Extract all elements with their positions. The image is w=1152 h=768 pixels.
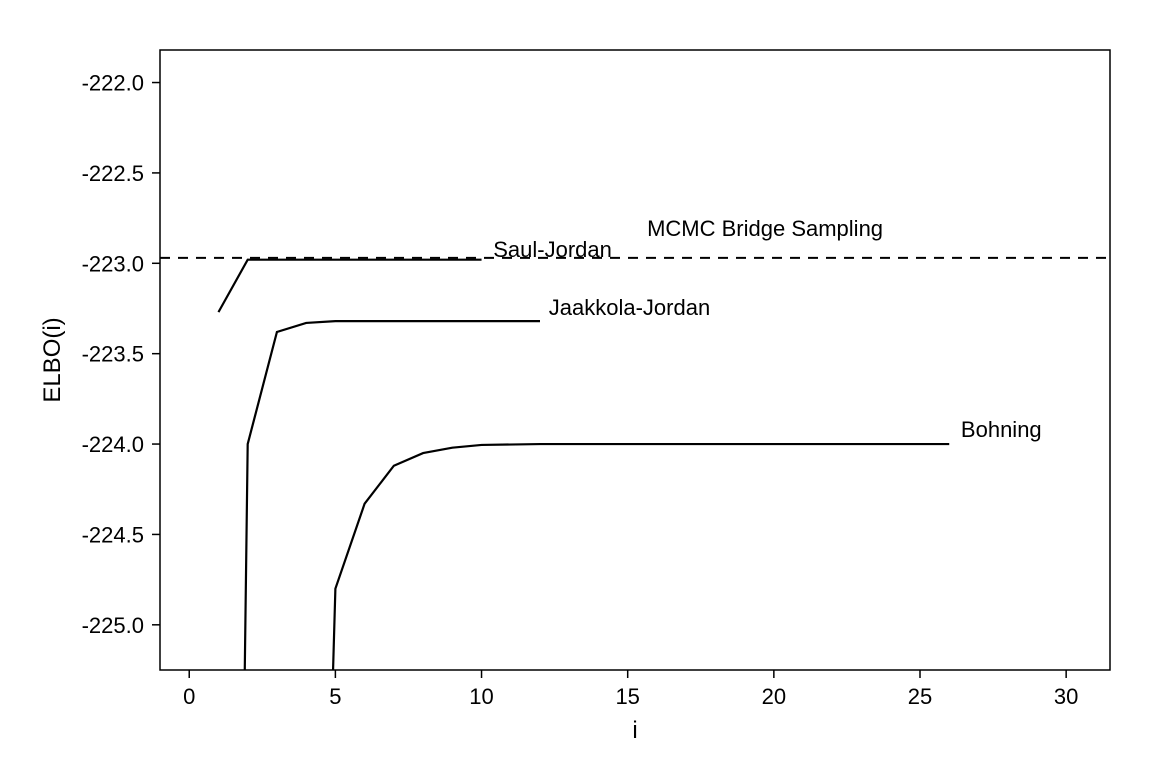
x-tick-label: 0 — [183, 684, 195, 709]
x-tick-label: 15 — [615, 684, 639, 709]
label-jaakkola-jordan: Jaakkola-Jordan — [549, 295, 710, 320]
label-bohning: Bohning — [961, 417, 1042, 442]
x-tick-label: 30 — [1054, 684, 1078, 709]
series-jaakkola-jordan — [242, 321, 540, 768]
y-tick-label: -225.0 — [82, 613, 144, 638]
series-saul-jordan — [218, 260, 481, 312]
y-tick-label: -222.0 — [82, 71, 144, 96]
x-tick-label: 10 — [469, 684, 493, 709]
elbo-chart: 0 5 10 15 20 25 30 -222.0 -222.5 -223.0 -223.5 -224… — [0, 0, 1152, 768]
y-tick-label: -222.5 — [82, 161, 144, 186]
x-tick-label: 5 — [329, 684, 341, 709]
y-axis-label: ELBO(i) — [39, 317, 66, 402]
x-tick-label: 25 — [908, 684, 932, 709]
plot-frame — [160, 50, 1110, 670]
y-tick-label: -223.0 — [82, 251, 144, 276]
x-tick-label: 20 — [762, 684, 786, 709]
x-axis-label: i — [632, 717, 637, 744]
label-saul-jordan: Saul-Jordan — [493, 237, 612, 262]
label-mcmc-bridge-sampling: MCMC Bridge Sampling — [647, 216, 883, 241]
series-bohning — [327, 444, 950, 768]
y-tick-label: -224.0 — [82, 432, 144, 457]
y-tick-label: -224.5 — [82, 522, 144, 547]
y-tick-label: -223.5 — [82, 342, 144, 367]
